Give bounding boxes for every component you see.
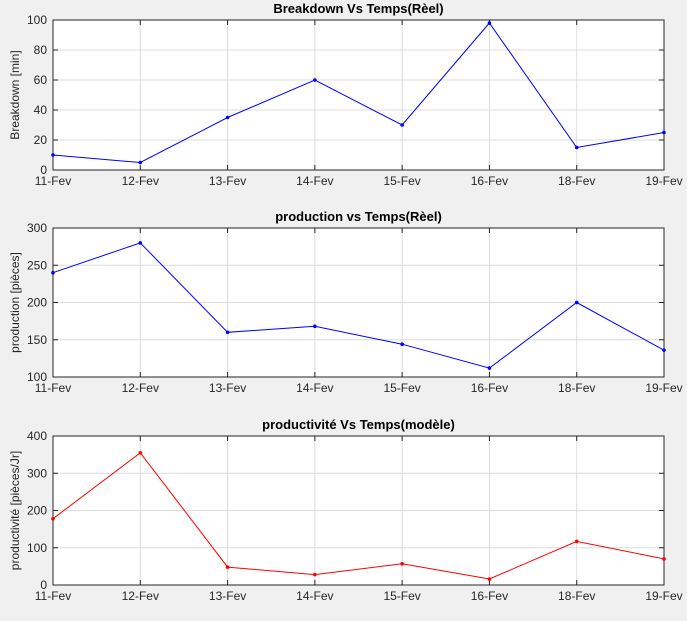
data-point [138,160,143,165]
x-tick-label: 11-Fev [35,174,71,188]
y-tick-label: 0 [40,163,47,177]
data-point [225,330,230,335]
data-point [400,123,404,127]
x-tick-label: 16-Fev [471,381,508,395]
plot-area [53,20,664,170]
x-tick-label: 16-Fev [471,589,508,603]
chart-panel-2: 11-Fev 12-Fev 13-Fev 14-Fev 15-Fev 16-Fev 18-F… [8,209,683,395]
data-point [487,366,492,370]
x-tick-label: 14-Fev [296,381,333,395]
data-point [313,78,317,82]
y-tick-label: 100 [27,541,47,555]
y-tick-label: 100 [27,13,47,27]
x-tick-label: 13-Fev [209,381,246,395]
x-tick-label: 11-Fev [35,589,71,603]
data-point [574,539,579,544]
x-tick-label: 15-Fev [383,174,420,188]
x-tick-label: 18-Fev [558,381,595,395]
y-tick-label: 40 [34,103,48,117]
series-line [52,452,665,580]
axes-box [52,19,665,171]
x-tick-label: 15-Fev [383,589,420,603]
y-tick-label: 150 [27,333,47,347]
x-tick-label: 19-Fev [645,381,682,395]
x-tick-label: 16-Fev [471,174,508,188]
data-point [574,300,579,305]
y-tick-label: 200 [27,296,47,310]
y-tick-label: 60 [34,73,48,87]
x-tick-label: 14-Fev [296,589,333,603]
x-tick-label: 12-Fev [122,174,159,188]
series-line [52,22,665,164]
x-tick-label: 19-Fev [645,174,682,188]
series-line [52,242,665,369]
x-tick-label: 18-Fev [558,589,595,603]
data-point [574,145,579,150]
y-tick-label: 250 [27,258,47,272]
y-tick-label: 100 [27,370,47,384]
x-tick-label: 13-Fev [209,589,246,603]
data-point [51,153,55,157]
y-tick-label: 20 [34,133,48,147]
y-axis-label: productivité [pièces/Jr] [8,451,22,570]
chart-panel-1: 11-Fev 12-Fev 13-Fev 14-Fev 15-Fev 16-Fev 18-F… [8,1,683,188]
data-point [313,572,317,577]
x-tick-label: 13-Fev [209,174,246,188]
x-tick-label: 12-Fev [122,589,159,603]
chart-title: production vs Temps(Rèel) [275,209,442,224]
x-tick-label: 14-Fev [296,174,333,188]
x-tick-label: 18-Fev [558,174,595,188]
y-axis-label: Breakdown [min] [8,50,22,139]
chart-title: productivité Vs Temps(modèle) [262,417,455,432]
data-point [51,270,55,275]
x-tick-label: 15-Fev [383,381,420,395]
y-tick-label: 300 [27,221,47,235]
x-tick-label: 19-Fev [645,589,682,603]
data-point [138,241,143,245]
y-tick-label: 400 [27,429,47,443]
data-point [400,342,404,347]
data-point [662,557,666,561]
y-tick-label: 0 [40,578,47,592]
y-tick-label: 300 [27,466,47,480]
data-point [225,115,230,120]
y-axis-label: production [pièces] [8,252,22,353]
data-point [487,21,492,25]
data-point [138,450,143,455]
data-point [400,561,404,566]
y-tick-label: 80 [34,43,48,57]
data-point [662,348,666,352]
data-point [51,516,55,521]
chart-title: Breakdown Vs Temps(Rèel) [273,1,443,16]
chart-panel-3: 11-Fev 12-Fev 13-Fev 14-Fev 15-Fev 16-Fev 18-F… [8,417,683,603]
x-tick-label: 12-Fev [122,381,159,395]
data-point [225,565,230,569]
x-tick-label: 11-Fev [35,381,71,395]
data-point [313,324,317,329]
data-point [662,130,666,135]
data-point [487,577,492,581]
y-tick-label: 200 [27,504,47,518]
